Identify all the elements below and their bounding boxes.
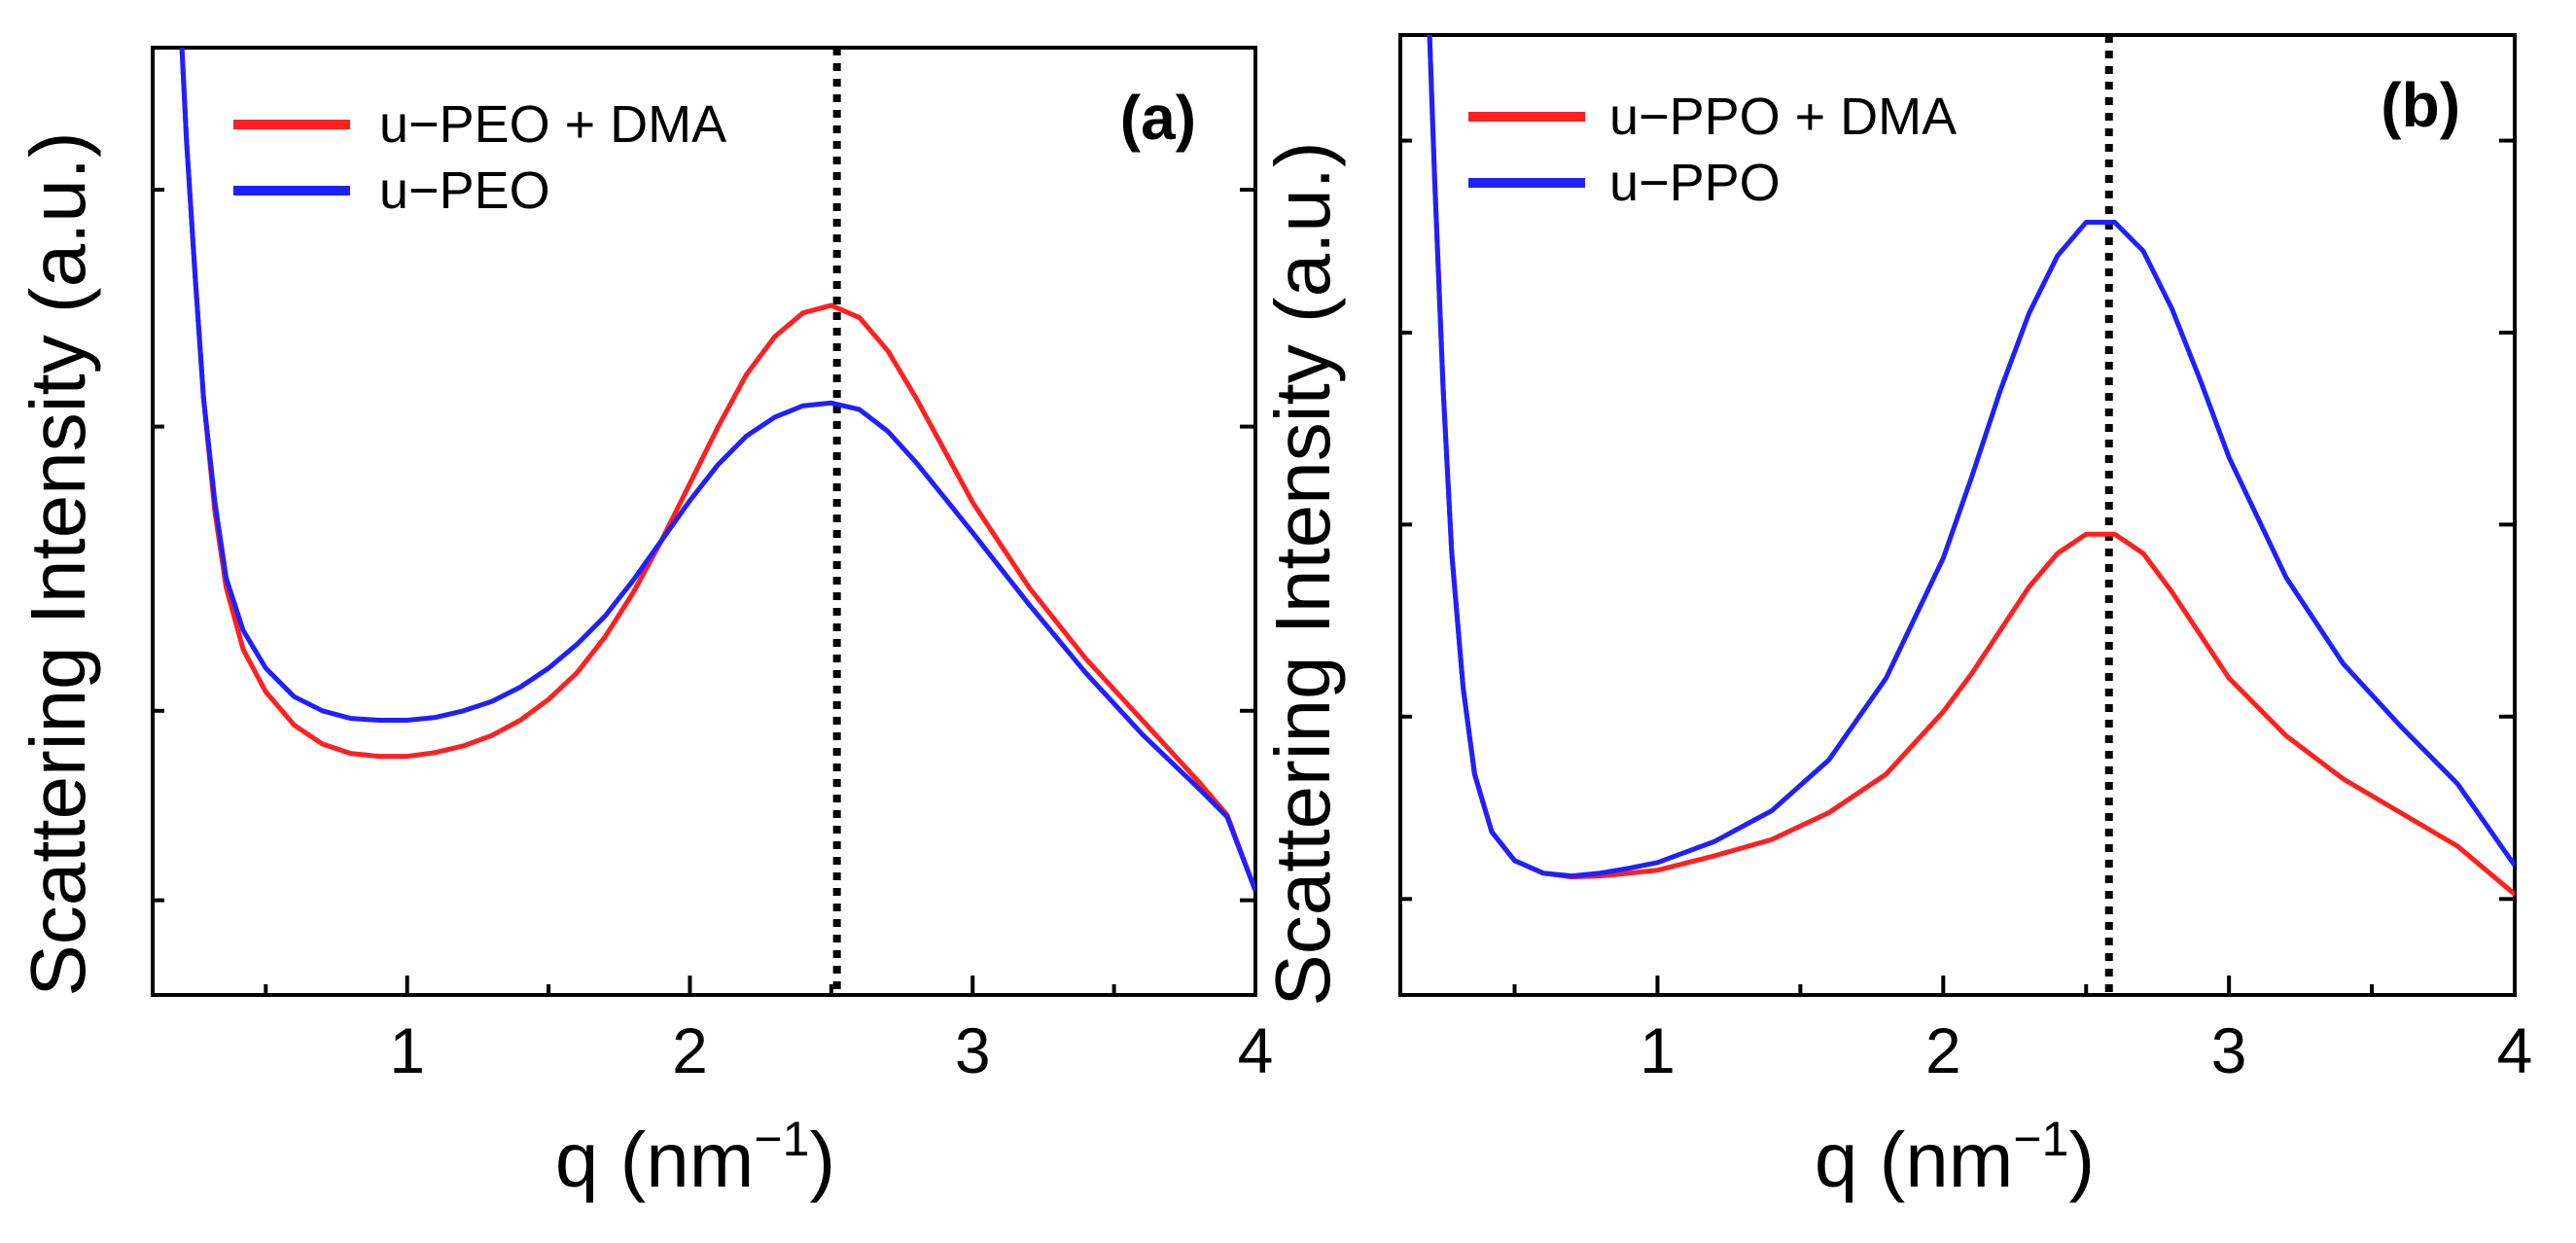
panel-label-b: (b)	[2381, 70, 2460, 140]
x-tick-label-b-0: 1	[1640, 1014, 1676, 1086]
series-line-b-0	[1427, 35, 2515, 897]
panel-b: 1 2 3 4 u−PPO + DMA u−PPO (b) q (nm−1)	[1398, 33, 2533, 1203]
x-axis-title-a: q (nm−1)	[555, 1112, 835, 1203]
y-axis-title: Scattering Intensity (a.u.)	[15, 131, 101, 996]
x-tick-label-b-1: 2	[1925, 1014, 1961, 1086]
legend-b: u−PPO + DMA u−PPO	[1468, 88, 1957, 212]
x-tick-label-b-2: 3	[2211, 1014, 2247, 1086]
legend-label-b-1: u−PPO	[1609, 154, 1781, 212]
x-tick-label-b-3: 4	[2497, 1014, 2533, 1086]
plot-frame-a	[151, 46, 1257, 997]
x-tick-label-a-1: 2	[672, 1014, 708, 1086]
x-axis-title-b: q (nm−1)	[1815, 1112, 2095, 1203]
x-tick-label-a-2: 3	[955, 1014, 991, 1086]
legend-label-a-0: u−PEO + DMA	[379, 95, 726, 154]
series-line-a-0	[179, 48, 1255, 892]
legend-a: u−PEO + DMA u−PEO	[233, 95, 726, 220]
x-tick-label-a-3: 4	[1238, 1014, 1274, 1086]
series-line-a-1	[179, 48, 1255, 892]
y-axis-title-right-panel: Scattering Intensity (a.u.)	[1259, 141, 1346, 1006]
plot-frame-b	[1398, 33, 2517, 997]
legend-label-a-1: u−PEO	[379, 161, 550, 220]
panel-a: 1 2 3 4 u−PEO + DMA u−PEO (a) q (nm−1)	[151, 46, 1274, 1203]
legend-label-b-0: u−PPO + DMA	[1609, 88, 1957, 146]
x-tick-label-a-0: 1	[389, 1014, 425, 1086]
series-line-b-1	[1427, 35, 2515, 879]
panel-label-a: (a)	[1120, 83, 1196, 153]
